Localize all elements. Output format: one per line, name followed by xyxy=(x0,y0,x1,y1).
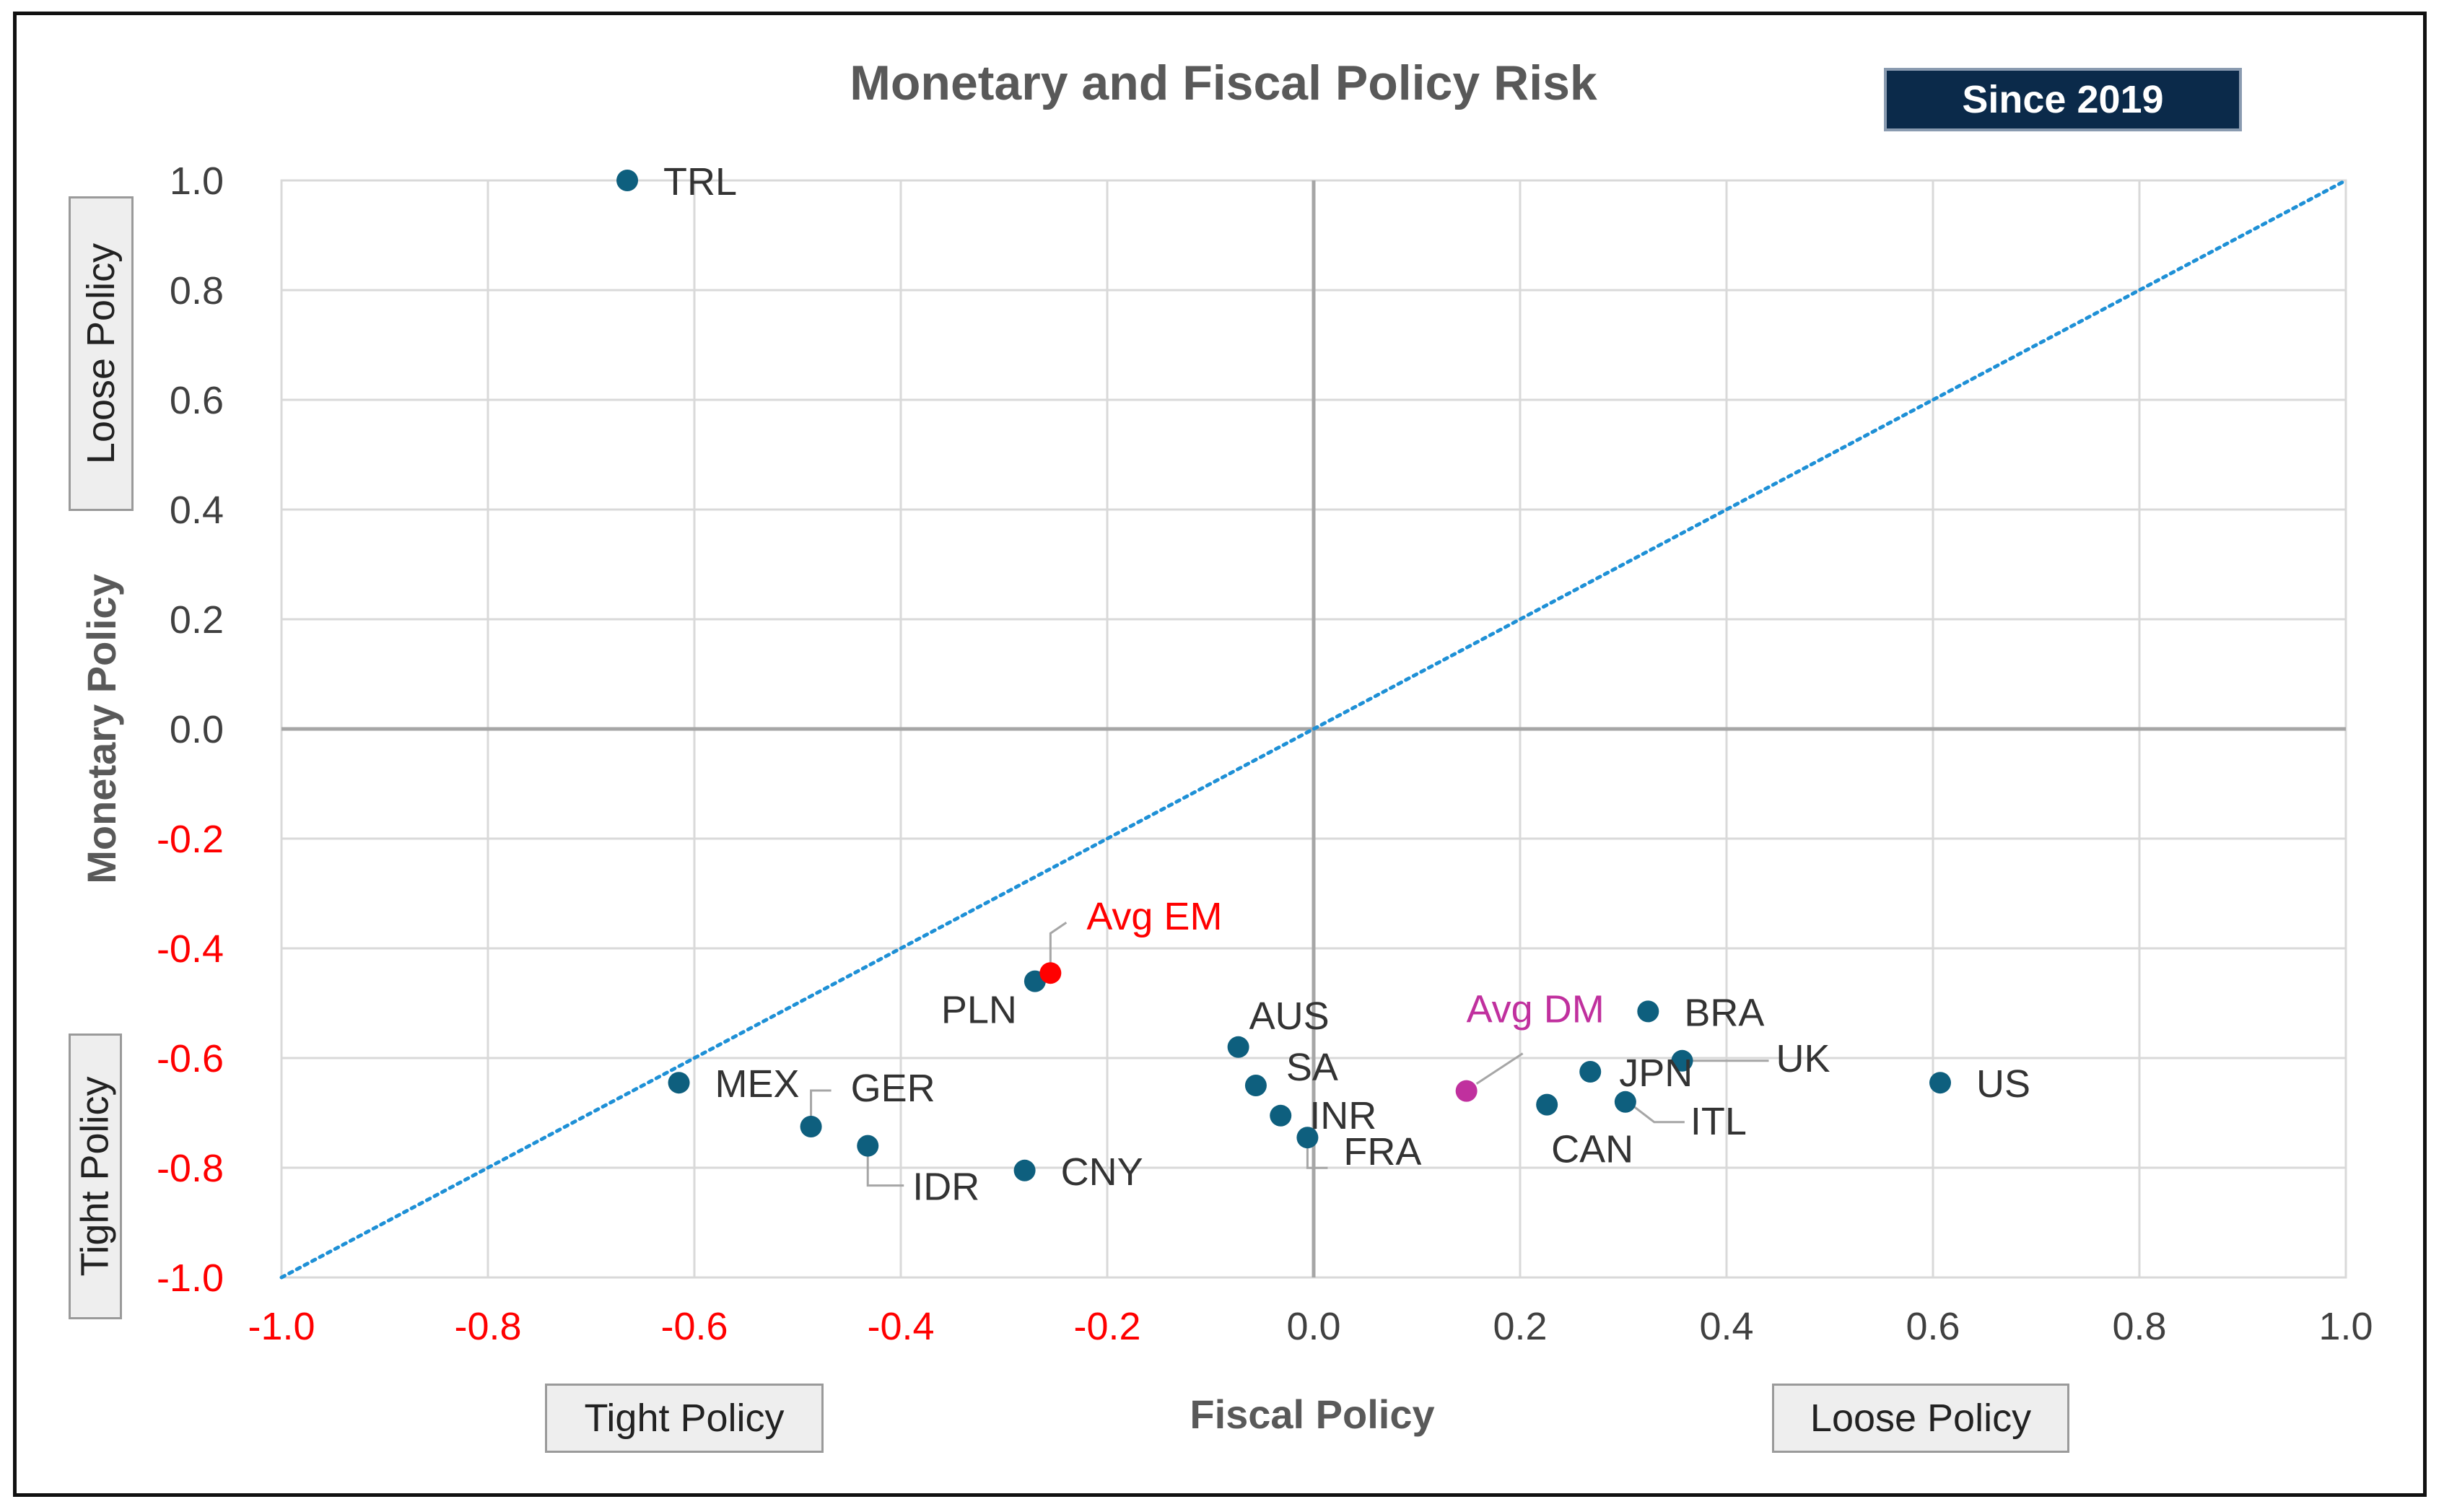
y-axis-title: Monetary Policy xyxy=(79,574,124,883)
y-tick-label: 1.0 xyxy=(170,159,224,203)
y-tick-label: -0.2 xyxy=(157,818,224,861)
data-label-can: CAN xyxy=(1551,1128,1633,1171)
x-tick-label: 0.6 xyxy=(1906,1305,1960,1348)
data-label-avg-em: Avg EM xyxy=(1086,895,1222,938)
x-loose-policy-label: Loose Policy xyxy=(1810,1397,2032,1440)
x-tick-label: 0.4 xyxy=(1699,1305,1753,1348)
data-label-itl: ITL xyxy=(1690,1100,1747,1143)
x-axis-title: Fiscal Policy xyxy=(1190,1391,1434,1437)
data-point-fra xyxy=(1296,1127,1319,1149)
data-point-can xyxy=(1536,1093,1558,1116)
y-tick-label: -0.6 xyxy=(157,1037,224,1080)
y-loose-policy-box: Loose Policy xyxy=(69,196,134,511)
chart-title: Monetary and Fiscal Policy Risk xyxy=(850,56,1597,110)
x-loose-policy-box: Loose Policy xyxy=(1772,1384,2069,1453)
x-tick-label: 1.0 xyxy=(2318,1305,2373,1348)
data-label-inr: INR xyxy=(1309,1094,1376,1137)
y-tick-label: 0.6 xyxy=(170,379,224,422)
data-label-avg-dm: Avg DM xyxy=(1467,988,1605,1031)
y-tick-label: -0.4 xyxy=(157,927,224,971)
leader-line-ger xyxy=(810,1089,832,1119)
x-tick-label: 0.8 xyxy=(2112,1305,2166,1348)
data-point-sa xyxy=(1244,1075,1267,1096)
x-tick-label: -0.4 xyxy=(867,1305,934,1348)
data-point-itl xyxy=(1614,1091,1636,1113)
x-tight-policy-label: Tight Policy xyxy=(584,1397,785,1440)
since-2019-badge: Since 2019 xyxy=(1884,68,2242,131)
data-label-bra: BRA xyxy=(1684,991,1764,1034)
data-label-us: US xyxy=(1976,1062,2030,1106)
data-point-us xyxy=(1929,1072,1952,1094)
data-point-bra xyxy=(1637,1000,1659,1023)
y-tick-label: -1.0 xyxy=(157,1257,224,1300)
y-loose-policy-label: Loose Policy xyxy=(79,242,123,465)
data-point-ger xyxy=(800,1116,822,1137)
leader-line-itl xyxy=(1631,1104,1685,1124)
leader-line-idr xyxy=(866,1153,904,1187)
x-tick-label: -0.6 xyxy=(660,1305,728,1348)
data-point-jpn xyxy=(1579,1061,1602,1083)
data-label-trl: TRL xyxy=(663,160,737,204)
data-label-sa: SA xyxy=(1286,1046,1338,1089)
data-label-ger: GER xyxy=(851,1067,935,1110)
data-point-uk xyxy=(1671,1049,1693,1072)
diagonal-reference-line xyxy=(279,178,2348,1280)
data-point-avg-em xyxy=(1039,962,1062,984)
data-label-cny: CNY xyxy=(1061,1150,1143,1194)
x-tick-label: -0.2 xyxy=(1073,1305,1140,1348)
data-point-idr xyxy=(857,1135,879,1157)
data-point-trl xyxy=(616,170,639,191)
x-tick-label: -0.8 xyxy=(454,1305,521,1348)
data-point-avg-dm xyxy=(1455,1080,1478,1102)
y-tick-label: 0.2 xyxy=(170,598,224,642)
data-point-inr xyxy=(1270,1104,1292,1127)
y-tick-label: 0.4 xyxy=(170,489,224,532)
data-point-aus xyxy=(1227,1036,1249,1058)
data-point-cny xyxy=(1013,1159,1036,1181)
data-label-aus: AUS xyxy=(1249,995,1330,1038)
y-tight-policy-box: Tight Policy xyxy=(69,1034,122,1319)
data-label-fra: FRA xyxy=(1343,1130,1421,1174)
data-label-jpn: JPN xyxy=(1619,1052,1693,1095)
leader-line-avg-dm xyxy=(1475,1052,1524,1085)
data-label-pln: PLN xyxy=(941,989,1017,1032)
y-tick-label: 0.0 xyxy=(170,708,224,751)
leader-line-avg-em xyxy=(1049,921,1068,966)
data-label-mex: MEX xyxy=(715,1062,800,1106)
y-tick-label: 0.8 xyxy=(170,269,224,313)
chart-frame xyxy=(13,12,2427,1497)
data-label-idr: IDR xyxy=(912,1166,979,1209)
leader-line-fra xyxy=(1306,1146,1328,1169)
data-point-mex xyxy=(668,1072,690,1094)
data-label-uk: UK xyxy=(1776,1037,1830,1080)
x-tight-policy-box: Tight Policy xyxy=(545,1384,824,1453)
y-tick-label: -0.8 xyxy=(157,1147,224,1190)
y-tight-policy-label: Tight Policy xyxy=(74,1076,117,1277)
x-tick-label: 0.0 xyxy=(1286,1305,1340,1348)
x-tick-label: -1.0 xyxy=(248,1305,315,1348)
x-tick-label: 0.2 xyxy=(1493,1305,1547,1348)
